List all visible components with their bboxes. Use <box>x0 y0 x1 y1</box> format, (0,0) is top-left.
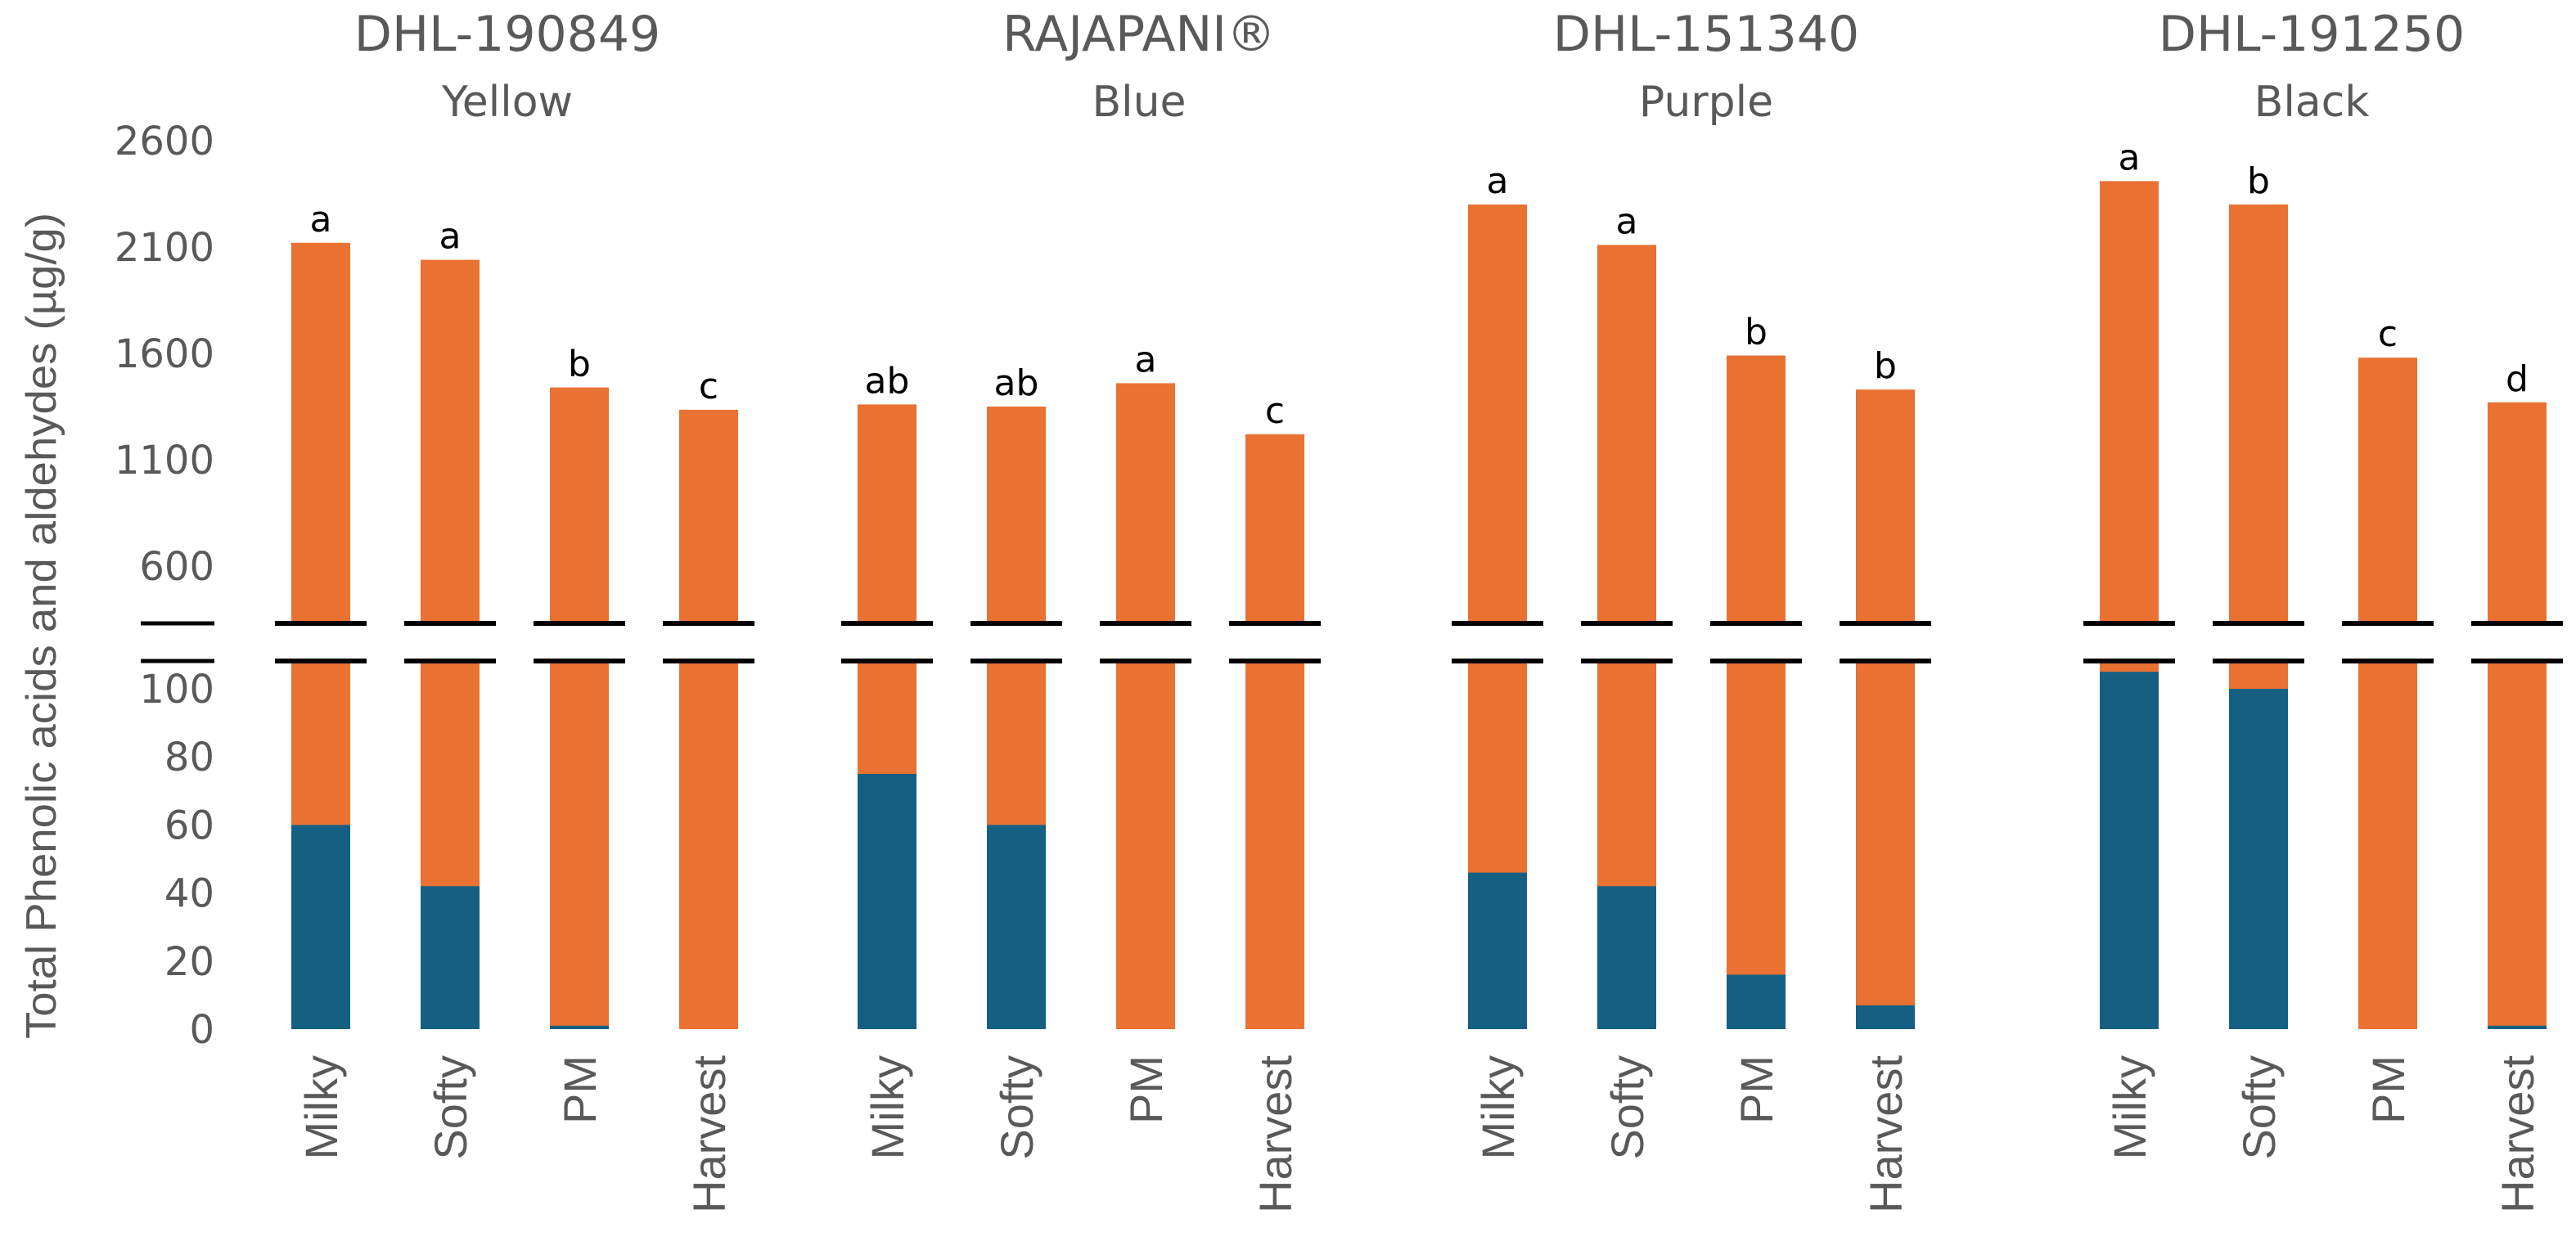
bar-upper-segment <box>291 242 350 623</box>
bar-inner-segment <box>2488 1025 2547 1029</box>
bar-lower-segment <box>2488 661 2547 1029</box>
category-label: Milky <box>1472 1055 1524 1160</box>
bar-inner-segment <box>858 774 916 1029</box>
category-label: Harvest <box>1860 1055 1912 1213</box>
upper-y-axis-ticks: 2600 2100 1600 1100 600 <box>115 119 214 590</box>
y-axis-label: Total Phenolic acids and aldehydes (µg/g… <box>18 213 65 1039</box>
group-title: DHL-190849 <box>354 6 660 63</box>
significance-letter: ab <box>865 360 910 402</box>
bar-lower-segment <box>2358 661 2417 1029</box>
bar-upper-segment <box>987 407 1046 623</box>
category-label: PM <box>554 1055 606 1124</box>
bar-upper-segment <box>2100 181 2159 623</box>
bar-lower-segment <box>679 661 738 1029</box>
bar-upper-segment <box>1727 355 1786 623</box>
bar-inner-segment <box>2229 689 2288 1029</box>
category-label: Softy <box>991 1055 1043 1160</box>
upper-tick-label: 1600 <box>115 331 214 377</box>
lower-tick-label: 60 <box>164 803 214 848</box>
category-label: Milky <box>295 1055 347 1160</box>
category-label: Milky <box>862 1055 913 1160</box>
significance-letter: b <box>1745 312 1768 353</box>
group-subtitle: Blue <box>1092 78 1186 127</box>
category-label: Softy <box>425 1055 476 1160</box>
category-label: Harvest <box>683 1055 735 1213</box>
significance-letter: d <box>2506 358 2529 400</box>
bar-upper-segment <box>1856 389 1915 623</box>
upper-tick-label: 2600 <box>115 119 214 164</box>
bar-group: DHL-191250 Black a Milky b Softy c PM d Harvest <box>2083 6 2563 1213</box>
upper-tick-label: 2100 <box>115 225 214 271</box>
bar-inner-segment <box>291 825 350 1029</box>
bar-inner-segment <box>987 825 1046 1029</box>
bar-upper-segment <box>550 387 609 623</box>
bar-inner-segment <box>2100 672 2159 1029</box>
bar-upper-segment <box>2488 402 2547 623</box>
significance-letter: a <box>1616 200 1638 242</box>
bar-upper-segment <box>421 259 480 623</box>
category-label: Milky <box>2104 1055 2155 1160</box>
upper-tick-label: 1100 <box>115 438 214 483</box>
bar-inner-segment <box>550 1025 609 1029</box>
group-subtitle: Purple <box>1639 78 1773 127</box>
bar-lower-segment <box>1727 661 1786 1029</box>
significance-letter: b <box>1874 345 1897 387</box>
bar-upper-segment <box>1468 205 1527 623</box>
significance-letter: a <box>1487 160 1509 202</box>
category-label: Harvest <box>1250 1055 1301 1213</box>
category-label: Softy <box>1601 1055 1653 1160</box>
significance-letter: a <box>310 199 332 241</box>
bar-inner-segment <box>1856 1005 1915 1029</box>
category-label: PM <box>1731 1055 1782 1124</box>
bar-lower-segment <box>1116 661 1175 1029</box>
significance-letter: b <box>2247 160 2270 202</box>
bar-upper-segment <box>858 404 916 623</box>
significance-letter: b <box>568 344 591 385</box>
bar-group: RAJAPANI® Blue ab Milky ab Softy a PM c Harvest <box>841 6 1321 1213</box>
significance-letter: ab <box>994 362 1039 404</box>
lower-tick-label: 20 <box>164 939 214 985</box>
bar-inner-segment <box>1468 872 1527 1029</box>
bar-inner-segment <box>421 886 480 1029</box>
category-label: PM <box>1120 1055 1172 1124</box>
group-title: DHL-191250 <box>2159 6 2465 63</box>
group-subtitle: Yellow <box>441 78 573 127</box>
significance-letter: a <box>2119 137 2141 178</box>
bar-inner-segment <box>1727 974 1786 1029</box>
bar-upper-segment <box>1245 434 1304 623</box>
bar-groups: DHL-190849YellowaMilkyaSoftybPMcHarvestR… <box>275 6 2563 1213</box>
bar-group: DHL-151340 Purple a Milky a Softy b PM b Harvest <box>1452 6 1931 1213</box>
group-title: DHL-151340 <box>1553 6 1859 63</box>
bar-inner-segment <box>1597 886 1656 1029</box>
lower-y-axis-ticks: 100 80 60 40 20 0 <box>139 621 214 1053</box>
significance-letter: c <box>1265 390 1285 432</box>
lower-tick-label: 40 <box>164 871 214 917</box>
bar-upper-segment <box>2358 357 2417 623</box>
upper-tick-label: 600 <box>139 544 214 590</box>
group-title: RAJAPANI® <box>1002 6 1276 63</box>
bar-lower-segment <box>1245 661 1304 1029</box>
significance-letter: c <box>2378 313 2398 355</box>
significance-letter: a <box>1135 339 1157 380</box>
bar-upper-segment <box>679 409 738 623</box>
lower-tick-label: 0 <box>189 1007 214 1053</box>
category-label: PM <box>2362 1055 2414 1124</box>
bar-upper-segment <box>1597 245 1656 623</box>
bar-group: DHL-190849 Yellow a Milky a Softy b PM c Harvest <box>275 6 754 1213</box>
bar-lower-segment <box>550 661 609 1029</box>
significance-letter: c <box>699 366 718 407</box>
group-subtitle: Black <box>2254 78 2370 127</box>
lower-tick-label: 80 <box>164 735 214 780</box>
bar-upper-segment <box>1116 383 1175 623</box>
category-label: Harvest <box>2492 1055 2543 1213</box>
category-label: Softy <box>2233 1055 2285 1160</box>
bar-lower-segment <box>1856 661 1915 1029</box>
bar-upper-segment <box>2229 205 2288 623</box>
lower-tick-label: 100 <box>139 667 214 713</box>
significance-letter: a <box>439 216 462 258</box>
